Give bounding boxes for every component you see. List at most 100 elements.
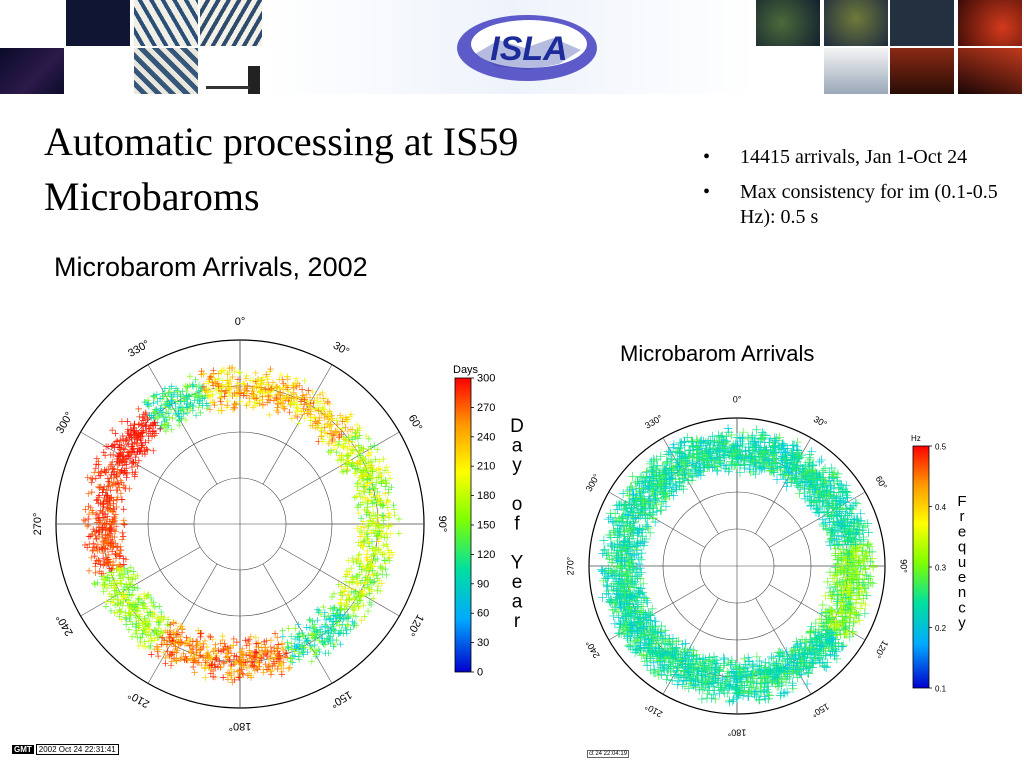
scatter-point [274,391,281,399]
scatter-point [252,640,260,647]
scatter-point [299,642,306,650]
scatter-point [172,411,180,419]
scatter-point [367,473,374,481]
scatter-point [325,629,332,636]
scatter-point [95,515,102,523]
scatter-point [319,395,327,402]
scatter-point [173,658,180,665]
scatter-point [251,402,259,409]
scatter-point [385,547,392,554]
scatter-point [263,652,271,660]
scatter-point [93,519,101,526]
scatter-point [344,597,352,604]
scatter-point [140,411,147,418]
scatter-point [267,636,275,644]
scatter-point [149,420,157,428]
scatter-point [179,404,186,412]
scatter-point [264,376,271,383]
scatter-point [327,623,335,631]
figure-2-title: Microbarom Arrivals [620,341,815,366]
scatter-point [305,410,312,417]
scatter-point [215,381,223,388]
scatter-point [290,400,298,408]
scatter-point [92,475,100,482]
scatter-point [108,528,115,535]
scatter-point [146,625,153,633]
scatter-point [386,475,394,482]
scatter-point [379,571,386,578]
scatter-points [80,364,403,686]
scatter-point [372,456,379,463]
scatter-point [329,636,337,644]
bullet-item: • 14415 arrivals, Jan 1-Oct 24 [700,145,1000,170]
scatter-point [116,565,124,572]
scatter-point [356,551,364,558]
scatter-point [102,575,109,583]
scatter-point [106,495,114,502]
scatter-point [292,645,300,652]
scatter-point [135,605,142,612]
scatter-point [120,445,127,452]
scatter-point [314,616,321,624]
scatter-point [246,661,254,669]
scatter-point [119,432,127,440]
scatter-point [369,527,377,534]
scatter-point [172,405,179,413]
scatter-point [185,393,192,400]
scatter-point [381,550,388,558]
scatter-point [358,617,365,624]
scatter-point [307,645,315,653]
scatter-point [260,379,268,386]
scatter-point [207,633,214,641]
infrasound-sensor-icon [200,48,264,94]
scatter-point [102,519,110,527]
scatter-point [376,577,383,584]
scatter-point [337,596,345,603]
scatter-point [258,384,265,391]
scatter-point [364,450,372,458]
scatter-point [157,628,165,635]
scatter-point [95,514,103,521]
scatter-point [207,393,214,400]
scatter-point [381,534,388,541]
meteor-photo-icon [66,0,130,46]
scatter-point [373,532,381,539]
scatter-point [280,396,287,404]
ocean-wave-art-icon [200,0,264,46]
scatter-point [377,562,384,570]
scatter-point [319,389,326,397]
scatter-point [175,638,183,645]
scatter-point [211,378,219,385]
scatter-point [352,468,360,476]
scatter-point [94,579,101,587]
scatter-point [262,644,269,651]
scatter-point [636,555,646,565]
scatter-point [647,604,657,614]
scatter-point [278,402,286,410]
scatter-point [362,465,369,473]
scatter-point [189,637,197,645]
scatter-point [227,672,235,679]
scatter-point [171,656,179,664]
scatter-point [164,628,171,636]
scatter-point [184,404,191,411]
scatter-point [367,601,375,609]
scatter-point [156,603,163,610]
scatter-point [175,403,183,411]
scatter-point [98,468,105,475]
scatter-point [148,598,156,606]
scatter-point [317,611,325,618]
scatter-point [197,646,204,653]
scatter-point [814,457,824,467]
scatter-point [336,452,343,460]
scatter-point [259,402,266,409]
scatter-point [388,521,396,529]
scatter-point [356,563,363,570]
scatter-point [357,501,364,508]
scatter-point [202,655,209,662]
scatter-point [322,411,329,419]
scatter-point [142,621,149,628]
scatter-point [374,511,382,518]
scatter-point [164,621,171,628]
scatter-point [267,365,274,373]
